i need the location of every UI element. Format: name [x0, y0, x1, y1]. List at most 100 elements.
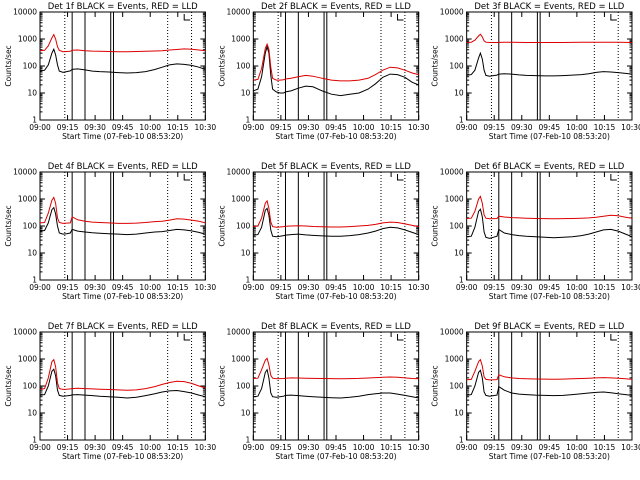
x-tick-label: 09:30: [511, 443, 533, 452]
panel: Det 3f BLACK = Events, RED = LLD 1 10 100 10…: [431, 2, 640, 141]
y-tick-label: 1000: [18, 355, 37, 364]
x-tick-label: 09:15: [270, 443, 292, 452]
y-tick-label: 10000: [13, 8, 37, 17]
x-tick-label: 09:00: [456, 283, 478, 292]
y-tick-label: 1000: [18, 195, 37, 204]
x-axis-label: Start Time (07-Feb-10 08:53:20): [62, 292, 183, 301]
y-tick-label: 10000: [440, 168, 464, 177]
y-axis-label: Counts/sec: [431, 45, 440, 86]
x-tick-label: 09:45: [112, 443, 134, 452]
y-tick-label: 1000: [231, 355, 250, 364]
x-tick-label: 09:15: [270, 283, 292, 292]
y-tick-label: 100: [236, 382, 251, 391]
x-tick-label: 09:30: [84, 443, 106, 452]
x-tick-label: 10:00: [566, 123, 588, 132]
chart-title: Det 4f BLACK = Events, RED = LLD: [48, 162, 198, 172]
events-series-line: [253, 44, 419, 97]
x-tick-label: 09:45: [112, 283, 134, 292]
x-tick-label: 09:00: [243, 443, 265, 452]
y-tick-label: 10000: [226, 328, 250, 337]
lld-series-line: [253, 199, 419, 228]
y-tick-label: 100: [449, 62, 464, 71]
panel: Det 9f BLACK = Events, RED = LLD 1 10 100 10…: [431, 322, 640, 461]
x-tick-label: 10:00: [353, 123, 375, 132]
events-series-line: [466, 369, 633, 397]
y-tick-label: 1: [32, 436, 37, 445]
x-tick-label: 10:30: [195, 283, 217, 292]
x-tick-label: 09:45: [539, 123, 561, 132]
chart-title: Det 5f BLACK = Events, RED = LLD: [261, 162, 411, 172]
lld-series-line: [253, 42, 419, 82]
y-tick-label: 1000: [231, 35, 250, 44]
x-tick-label: 09:15: [483, 443, 505, 452]
x-axis-label: Start Time (07-Feb-10 08:53:20): [275, 132, 396, 141]
panel: Det 8f BLACK = Events, RED = LLD 1 10 100 10…: [217, 322, 429, 461]
y-tick-label: 100: [23, 382, 38, 391]
x-tick-label: 10:15: [380, 443, 402, 452]
y-tick-label: 10000: [13, 168, 37, 177]
x-tick-label: 10:30: [621, 443, 640, 452]
events-series-line: [39, 206, 206, 236]
y-tick-label: 10: [27, 89, 37, 98]
x-tick-label: 09:00: [243, 283, 265, 292]
x-tick-label: 09:45: [325, 283, 347, 292]
events-series-line: [466, 208, 633, 239]
x-tick-label: 09:30: [298, 443, 320, 452]
x-tick-label: 09:00: [456, 443, 478, 452]
x-axis-label: Start Time (07-Feb-10 08:53:20): [275, 292, 396, 301]
lld-series-line: [39, 33, 206, 53]
x-tick-label: 09:30: [511, 123, 533, 132]
lld-series-line: [253, 357, 419, 380]
corner-mark: [183, 174, 191, 181]
corner-mark: [610, 14, 617, 21]
x-tick-label: 09:45: [325, 123, 347, 132]
y-tick-label: 1: [246, 436, 251, 445]
x-axis-label: Start Time (07-Feb-10 08:53:20): [489, 292, 610, 301]
x-tick-label: 10:00: [353, 283, 375, 292]
x-axis-label: Start Time (07-Feb-10 08:53:20): [489, 132, 610, 141]
x-tick-label: 09:15: [483, 283, 505, 292]
corner-mark: [610, 174, 617, 181]
y-tick-label: 10: [454, 89, 464, 98]
y-axis-label: Counts/sec: [431, 205, 440, 246]
x-axis-label: Start Time (07-Feb-10 08:53:20): [489, 452, 610, 461]
x-axis-label: Start Time (07-Feb-10 08:53:20): [275, 452, 396, 461]
y-axis-label: Counts/sec: [217, 205, 226, 246]
corner-mark: [397, 14, 404, 21]
events-series-line: [253, 207, 419, 238]
x-tick-label: 10:15: [594, 443, 616, 452]
x-tick-label: 10:15: [167, 123, 189, 132]
chart-title: Det 9f BLACK = Events, RED = LLD: [474, 322, 624, 332]
y-tick-label: 10: [454, 249, 464, 258]
events-series-line: [39, 368, 206, 399]
corner-mark: [397, 174, 404, 181]
chart-title: Det 8f BLACK = Events, RED = LLD: [261, 322, 411, 332]
lld-series-line: [39, 358, 206, 391]
x-tick-label: 10:30: [621, 283, 640, 292]
y-tick-label: 100: [23, 62, 38, 71]
x-tick-label: 09:00: [456, 123, 478, 132]
y-tick-label: 1: [246, 276, 251, 285]
x-tick-label: 10:30: [408, 283, 430, 292]
events-series-line: [253, 368, 419, 399]
y-tick-label: 10: [27, 409, 37, 418]
chart-title: Det 1f BLACK = Events, RED = LLD: [48, 2, 198, 12]
panel: Det 4f BLACK = Events, RED = LLD 1 10 100 10…: [4, 162, 216, 301]
y-tick-label: 100: [236, 222, 251, 231]
y-tick-label: 10: [241, 409, 251, 418]
x-tick-label: 09:30: [84, 283, 106, 292]
y-axis-label: Counts/sec: [431, 365, 440, 406]
corner-mark: [183, 334, 191, 341]
y-tick-label: 10: [241, 89, 251, 98]
y-tick-label: 1: [32, 276, 37, 285]
x-tick-label: 09:15: [57, 283, 79, 292]
panel: Det 6f BLACK = Events, RED = LLD 1 10 100 10…: [431, 162, 640, 301]
y-tick-label: 10: [27, 249, 37, 258]
chart-title: Det 3f BLACK = Events, RED = LLD: [474, 2, 624, 12]
x-axis-label: Start Time (07-Feb-10 08:53:20): [62, 132, 183, 141]
lld-series-line: [466, 358, 633, 381]
y-tick-label: 100: [236, 62, 251, 71]
y-tick-label: 1000: [18, 35, 37, 44]
y-tick-label: 10000: [226, 8, 250, 17]
